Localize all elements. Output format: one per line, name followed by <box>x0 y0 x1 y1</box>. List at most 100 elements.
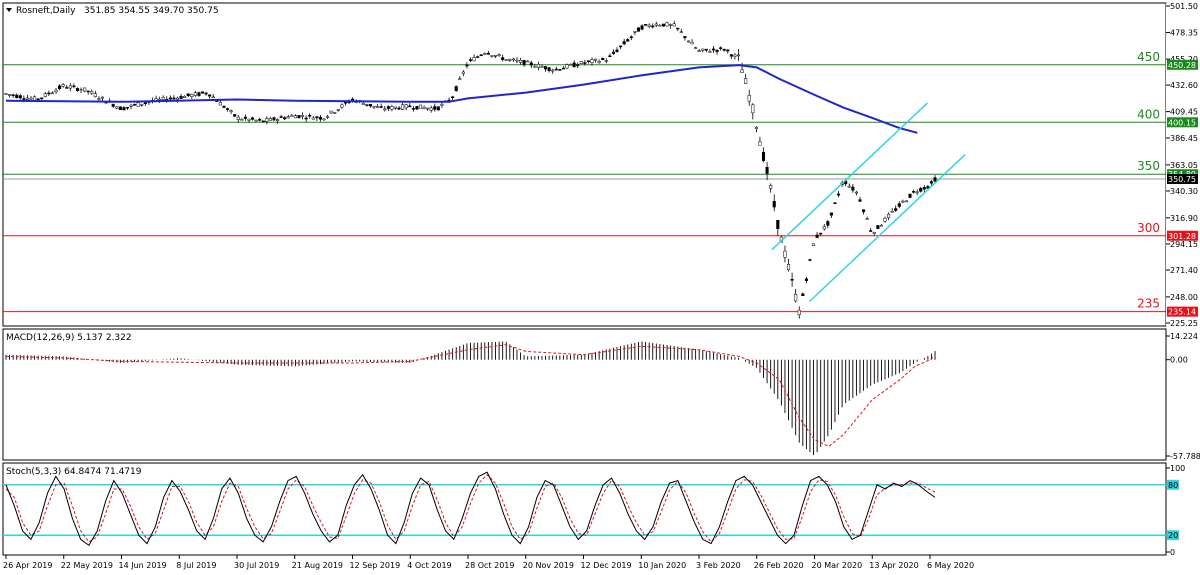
stoch-tick-label: 0 <box>1170 548 1175 557</box>
level-label-350: 350 <box>1137 159 1160 173</box>
price-candle-body <box>90 91 94 94</box>
price-candle-body <box>290 115 294 117</box>
price-panel[interactable] <box>2 2 1200 327</box>
price-candle-body <box>847 185 851 188</box>
price-candle-body <box>726 49 730 52</box>
price-candle-body <box>58 85 62 89</box>
level-tag-bg-235 <box>1167 306 1198 317</box>
price-candle-body <box>490 55 494 57</box>
price-candle-body <box>926 186 930 189</box>
price-candle-body <box>722 49 726 51</box>
price-candle-body <box>29 97 33 100</box>
price-candle-body <box>183 95 187 98</box>
price-candle-body <box>547 67 551 71</box>
price-candle-body <box>254 119 258 122</box>
price-candle-body <box>862 209 866 213</box>
date-tick-label: 14 Jun 2019 <box>119 561 167 570</box>
price-candle-body <box>115 106 119 109</box>
price-candle-body <box>644 24 648 26</box>
price-candle-body <box>501 57 505 61</box>
price-candle-body <box>836 193 841 196</box>
price-candle-body <box>193 92 197 96</box>
level-tag-400: 400.15 <box>1168 118 1196 127</box>
price-candle-body <box>579 61 583 64</box>
price-candle-body <box>786 263 791 270</box>
price-candle-body <box>518 59 523 63</box>
macd-panel[interactable] <box>2 328 1167 461</box>
price-candle-body <box>329 110 333 114</box>
macd-tick-label: -57.788 <box>1170 452 1200 461</box>
price-candle-body <box>733 54 737 57</box>
price-candle-body <box>658 24 662 27</box>
price-candle-body <box>887 214 891 218</box>
price-candle-body <box>393 106 398 109</box>
price-candle-body <box>815 234 819 238</box>
price-candle-body <box>258 119 262 121</box>
price-candle-body <box>72 85 76 88</box>
price-candle-body <box>647 24 651 27</box>
price-candle-body <box>372 105 376 108</box>
price-candle-body <box>75 88 80 91</box>
date-tick-label: 12 Sep 2019 <box>350 561 401 570</box>
price-candle-body <box>465 64 469 67</box>
price-candle-body <box>15 94 19 98</box>
price-candle-body <box>79 89 83 92</box>
price-candle-body <box>504 59 508 61</box>
price-candle-body <box>583 62 587 64</box>
price-candle-body <box>190 94 194 97</box>
price-candle-body <box>736 54 741 57</box>
price-candle-body <box>797 309 801 315</box>
stoch-panel[interactable] <box>2 462 1167 556</box>
price-candle-body <box>601 58 605 60</box>
price-candle-body <box>333 112 337 114</box>
price-tick-label: 316.90 <box>1170 214 1198 223</box>
price-candle-body <box>386 106 390 109</box>
date-tick-label: 21 Aug 2019 <box>292 561 343 570</box>
level-tag-bg-450 <box>1167 59 1198 70</box>
price-tick-label: 386.45 <box>1170 134 1198 143</box>
price-candle-body <box>672 23 676 27</box>
price-candle-body <box>451 96 455 99</box>
moving-average-line <box>5 64 918 134</box>
price-candle-body <box>811 243 816 246</box>
price-candle-body <box>36 98 40 101</box>
current-price-tag-bg <box>1167 173 1198 184</box>
price-candle-body <box>497 54 501 56</box>
price-candle-body <box>436 106 440 111</box>
price-candle-body <box>661 23 666 27</box>
price-candle-body <box>336 109 340 111</box>
price-candle-body <box>476 56 480 58</box>
date-tick-label: 30 Jul 2019 <box>234 561 279 570</box>
stoch-tick-label: 100 <box>1170 464 1185 473</box>
stoch-main-line <box>5 471 936 547</box>
date-tick-label: 28 Oct 2019 <box>465 561 514 570</box>
macd-tick-label: 14.224 <box>1170 332 1198 341</box>
price-candle-body <box>569 63 573 66</box>
price-candle-body <box>854 191 858 194</box>
price-candle-body <box>368 103 373 107</box>
price-candle-body <box>558 69 562 71</box>
price-candle-body <box>486 52 490 55</box>
level-tag-300: 301.28 <box>1168 232 1196 241</box>
price-candle-body <box>829 212 833 216</box>
price-candle-body <box>86 90 90 93</box>
price-candle-body <box>304 117 308 120</box>
level-label-450: 450 <box>1137 50 1160 64</box>
price-candle-body <box>133 104 137 106</box>
price-candle-body <box>468 59 473 61</box>
price-axis-labels: 501.50 478.35 455.20 432.60 409.45 386.45 363.… <box>1166 2 1198 328</box>
price-candle-body <box>175 97 180 100</box>
level-label-400: 400 <box>1137 107 1160 121</box>
price-candle-body <box>576 64 580 67</box>
date-tick-label: 8 Jul 2019 <box>176 561 216 570</box>
price-candle-body <box>611 51 615 54</box>
price-candle-body <box>754 126 758 130</box>
price-candle-body <box>365 104 369 106</box>
price-tick-label: 409.45 <box>1170 108 1198 117</box>
price-candle-body <box>265 118 269 122</box>
date-tick-label: 26 Feb 2020 <box>754 561 804 570</box>
price-candle-body <box>819 232 823 235</box>
price-candle-body <box>654 23 658 26</box>
symbol-dropdown-icon[interactable] <box>6 8 12 12</box>
